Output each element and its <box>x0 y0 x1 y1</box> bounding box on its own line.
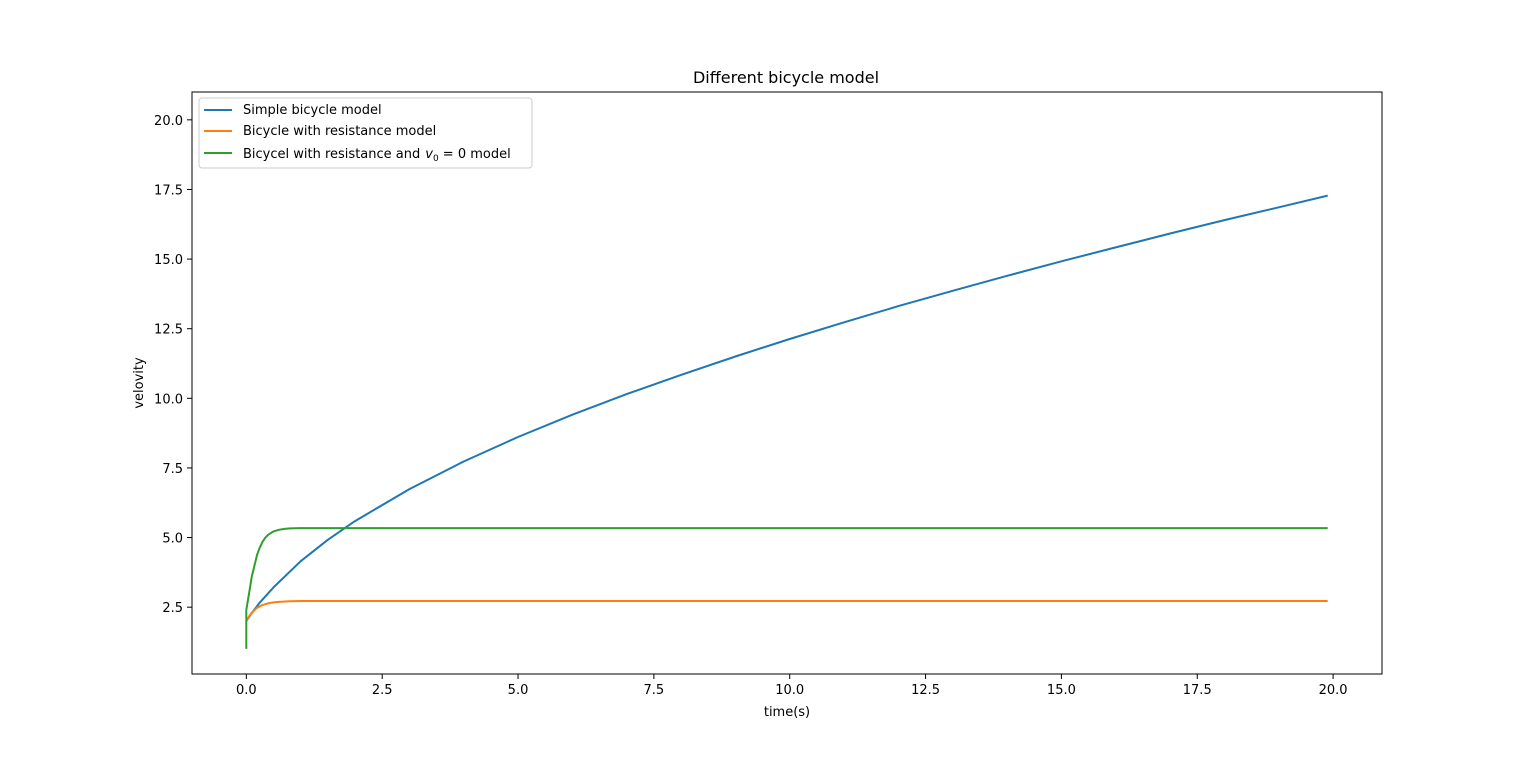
chart-title: Different bicycle model <box>693 68 879 87</box>
x-tick-label: 20.0 <box>1319 683 1348 698</box>
legend-label-math-rest: = 0 model <box>439 147 511 162</box>
y-tick-label: 5.0 <box>162 532 183 547</box>
legend-label-math-var: v <box>425 147 433 162</box>
y-tick-label: 2.5 <box>162 601 183 616</box>
legend-box <box>198 97 533 169</box>
y-axis-label: velovity <box>132 357 147 409</box>
x-tick-label: 5.0 <box>508 683 529 698</box>
y-tick-label: 20.0 <box>154 114 183 129</box>
series-layer <box>245 194 1328 649</box>
series-line-resistance <box>245 600 1328 622</box>
y-tick-label: 15.0 <box>154 253 183 268</box>
plot-frame <box>191 91 1383 675</box>
legend-label-resistance: Bicycle with resistance model <box>243 124 436 139</box>
y-tick-label: 17.5 <box>154 183 183 198</box>
legend: Simple bicycle model Bicycle with resist… <box>198 97 533 169</box>
x-tick-label: 7.5 <box>644 683 665 698</box>
x-axis: 0.0 2.5 5.0 7.5 10.0 12.5 15.0 17.5 20.0 <box>236 674 1348 698</box>
legend-label-simple: Simple bicycle model <box>243 103 382 118</box>
x-tick-label: 17.5 <box>1183 683 1212 698</box>
series-line-simple <box>245 194 1328 622</box>
legend-label-math-sub: 0 <box>433 154 439 164</box>
series-line-resistance-v0 <box>245 527 1328 649</box>
x-tick-label: 12.5 <box>911 683 940 698</box>
x-tick-label: 15.0 <box>1047 683 1076 698</box>
x-tick-label: 10.0 <box>775 683 804 698</box>
x-tick-label: 2.5 <box>372 683 393 698</box>
y-tick-label: 12.5 <box>154 323 183 338</box>
legend-label-resistance-v0: Bicycel with resistance and v0 = 0 model <box>243 147 511 164</box>
x-tick-label: 0.0 <box>236 683 257 698</box>
y-tick-label: 10.0 <box>154 392 183 407</box>
x-axis-label: time(s) <box>764 705 810 720</box>
y-axis: 2.5 5.0 7.5 10.0 12.5 15.0 17.5 20.0 <box>154 114 192 616</box>
y-tick-label: 7.5 <box>162 462 183 477</box>
legend-label-resistance-v0-text: Bicycel with resistance and <box>243 147 420 162</box>
